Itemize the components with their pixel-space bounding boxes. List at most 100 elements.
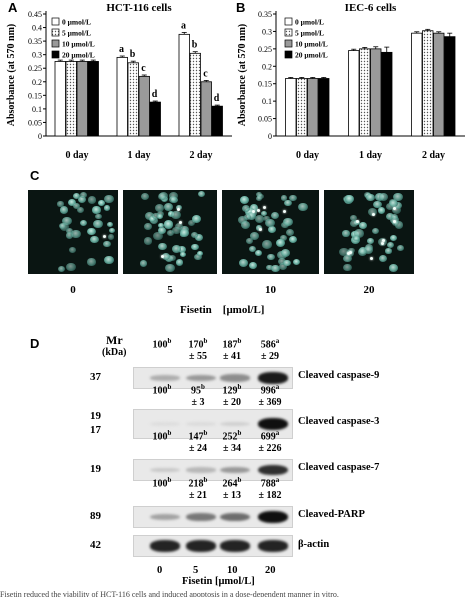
cell-nucleus — [367, 238, 375, 244]
significance-letter: c — [203, 68, 208, 79]
cell-nucleus — [87, 258, 96, 266]
cell-nucleus — [394, 221, 404, 230]
cell-nucleus — [378, 192, 389, 202]
cell-nucleus — [155, 204, 165, 213]
cell-nucleus — [239, 195, 249, 204]
cell-nucleus — [180, 228, 190, 237]
cell-nucleus — [357, 247, 368, 256]
cell-nucleus — [282, 217, 293, 227]
y-tick-label: 0.15 — [258, 80, 272, 89]
apoptotic-nucleus — [393, 220, 397, 224]
cell-nucleus — [66, 263, 76, 272]
cell-nucleus — [277, 257, 287, 266]
apoptotic-nucleus — [355, 220, 359, 224]
y-tick-label: 0.15 — [28, 91, 42, 100]
cell-nucleus — [393, 201, 402, 209]
y-tick-label: 0.35 — [258, 10, 272, 19]
lane-dose-label: 10 — [227, 565, 238, 576]
cell-nucleus — [280, 194, 288, 201]
significance-letter: c — [141, 63, 146, 74]
bar — [359, 48, 371, 137]
cell-nucleus — [396, 244, 404, 251]
legend-swatch — [284, 28, 293, 37]
bar — [200, 81, 212, 137]
chart-title: HCT-116 cells — [106, 2, 172, 14]
cell-nucleus — [92, 219, 103, 228]
apoptotic-nucleus — [103, 234, 107, 238]
microscopy-image — [28, 190, 118, 274]
microscopy-dose-label: 10 — [265, 284, 276, 296]
legend-label: 5 μmol/L — [295, 29, 324, 38]
cell-nucleus — [171, 245, 182, 254]
cell-nucleus — [239, 259, 248, 267]
y-tick-label: 0.45 — [28, 10, 42, 19]
blot-band — [186, 513, 216, 521]
cell-nucleus — [386, 241, 394, 248]
kda-marker: 37 — [90, 371, 101, 383]
y-tick-label: 0.3 — [32, 51, 42, 60]
densitometry-value: 996a ± 369 — [258, 383, 282, 409]
cell-nucleus — [241, 205, 250, 213]
cell-nucleus — [354, 229, 365, 238]
microscopy-image — [123, 190, 217, 274]
cell-nucleus — [377, 207, 386, 214]
cell-nucleus — [364, 246, 374, 254]
x-tick-label: 0 day — [65, 150, 88, 161]
cell-nucleus — [282, 259, 291, 267]
cell-nucleus — [349, 219, 359, 227]
cell-nucleus — [104, 194, 114, 203]
blot-band — [186, 467, 216, 473]
cell-nucleus — [79, 191, 87, 198]
bar — [76, 61, 88, 137]
densitometry-value: 100b — [152, 476, 172, 490]
cell-nucleus — [393, 192, 403, 202]
y-tick-label: 0.1 — [262, 97, 272, 106]
cell-nucleus — [264, 218, 275, 228]
cell-nucleus — [95, 213, 102, 220]
cell-nucleus — [157, 213, 164, 219]
bar — [296, 78, 308, 137]
cell-nucleus — [350, 215, 357, 221]
x-tick-label: 2 day — [422, 150, 445, 161]
cell-nucleus — [343, 263, 352, 271]
kda-marker: 17 — [90, 424, 101, 436]
legend-label: 10 μmol/L — [295, 40, 328, 49]
cell-nucleus — [158, 242, 167, 251]
cell-nucleus — [271, 265, 281, 273]
legend-label: 20 μmol/L — [295, 51, 328, 60]
cell-nucleus — [344, 194, 355, 204]
apoptotic-nucleus — [179, 221, 183, 225]
cell-nucleus — [148, 216, 157, 223]
x-tick-label: 1 day — [359, 150, 382, 161]
cell-nucleus — [59, 206, 69, 214]
cell-nucleus — [278, 262, 288, 270]
cell-nucleus — [391, 205, 402, 214]
cell-nucleus — [175, 223, 184, 231]
bar — [422, 30, 434, 137]
cell-nucleus — [385, 212, 395, 221]
densitometry-value: 129b ± 20 — [222, 383, 242, 409]
cell-nucleus — [104, 255, 114, 264]
densitometry-value: 100b — [152, 383, 172, 397]
blot-strip — [133, 409, 293, 439]
blot-strip — [133, 506, 293, 528]
cell-nucleus — [196, 250, 204, 257]
legend-label: 0 μmol/L — [62, 18, 91, 27]
chart-a-hct116: HCT-116 cells Absorbance (at 570 nm) 0 0.05… — [6, 2, 232, 161]
x-tick-label: 0 day — [296, 150, 319, 161]
cell-nucleus — [240, 221, 251, 230]
kda-marker: 19 — [90, 410, 101, 422]
legend-swatch — [284, 17, 293, 26]
significance-letter: a — [181, 20, 186, 31]
cell-nucleus — [78, 195, 87, 203]
cell-nucleus — [280, 234, 288, 241]
cell-nucleus — [69, 246, 77, 253]
legend-swatch — [284, 39, 293, 48]
cell-nucleus — [72, 192, 80, 199]
legend-swatch — [51, 28, 60, 37]
blot-band — [220, 466, 250, 474]
microscopy-dose-label: 5 — [167, 284, 173, 296]
cell-nucleus — [86, 227, 96, 236]
densitometry-value: 100b — [152, 429, 172, 443]
y-tick-label: 0.2 — [262, 62, 272, 71]
